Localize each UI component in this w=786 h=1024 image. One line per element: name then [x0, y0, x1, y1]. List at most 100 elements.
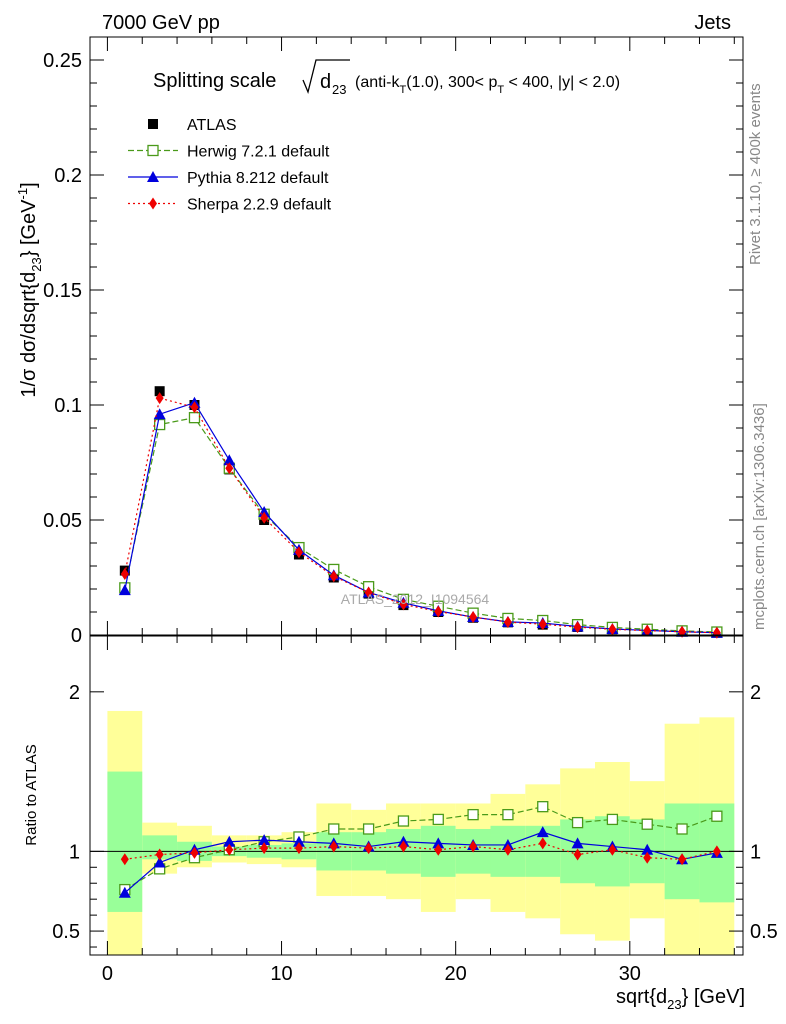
data-point [399, 598, 408, 611]
ratio-series-line [124, 842, 718, 860]
rivet-label: Rivet 3.1.10, ≥ 400k events [747, 83, 764, 265]
ratio-point [571, 816, 584, 829]
ratio-point [118, 886, 131, 898]
ratio-point [467, 808, 479, 821]
main-panel-series [118, 386, 723, 639]
ratio-point [432, 813, 444, 826]
ratio-point [432, 837, 445, 849]
data-point [188, 411, 201, 424]
ratio-point [643, 851, 652, 864]
data-point [364, 586, 373, 599]
ratio-point [641, 843, 654, 855]
ratio-point [155, 848, 164, 861]
title-radical-var: d [320, 71, 331, 93]
y-tick-label: 0.25 [43, 50, 82, 72]
axes: 0 10 20 30 0 0.05 0.1 0.15 0.2 0.25 0.5 1 2 0.5 1 2 [43, 36, 778, 985]
mcplots-label: mcplots.cern.ch [arXiv:1306.3436] [751, 403, 768, 630]
ratio-tick-label-left: 0.5 [52, 921, 80, 943]
ratio-point [711, 810, 723, 822]
ratio-point [678, 853, 687, 866]
y-tick-label: 0.05 [43, 510, 82, 532]
ratio-point [503, 843, 512, 856]
data-point [608, 623, 617, 636]
data-point [190, 401, 199, 414]
header-right: Jets [694, 12, 731, 34]
x-tick-label: 0 [102, 963, 113, 985]
ratio-point [260, 842, 269, 855]
ratio-panel-series [118, 801, 723, 898]
legend: ATLAS Herwig 7.2.1 default Pythia 8.212 de… [128, 117, 332, 214]
series-line [124, 416, 717, 633]
ratio-tick-label-left: 2 [69, 682, 80, 704]
ratio-point [536, 826, 549, 838]
y-tick-label: 0.1 [54, 395, 82, 417]
legend-label: ATLAS [187, 117, 237, 134]
ratio-point [223, 835, 236, 847]
ratio-point [676, 823, 688, 835]
header-left: 7000 GeV pp [102, 12, 220, 34]
x-axis-label: sqrt{d23} [GeV] [616, 986, 745, 1012]
data-point [154, 418, 166, 431]
ratio-point [537, 801, 549, 813]
series-line [124, 397, 717, 634]
data-point [469, 611, 478, 624]
ratio-point [641, 818, 653, 830]
ratio-point [502, 808, 514, 821]
watermark: ATLAS_2012_I1094564 [341, 591, 490, 607]
data-point [538, 618, 547, 631]
legend-marker [148, 119, 158, 129]
data-point [503, 616, 512, 629]
data-point [153, 408, 166, 420]
ratio-point [399, 840, 408, 853]
ratio-point [397, 815, 410, 827]
data-point [294, 546, 303, 559]
ratio-point [362, 823, 375, 835]
y-axis-label-main: 1/σ dσ/dsqrt{d23} [GeV-1] [15, 182, 44, 397]
x-tick-label: 10 [270, 963, 292, 985]
legend-marker [147, 171, 159, 182]
legend-marker [147, 144, 159, 157]
ratio-point [538, 837, 547, 850]
ratio-point [469, 840, 478, 853]
data-point [573, 621, 582, 634]
data-point [154, 386, 165, 397]
y-tick-label: 0 [71, 625, 82, 647]
ratio-tick-label-right: 1 [750, 841, 761, 863]
stat-uncertainty-band [142, 835, 178, 860]
ratio-point [225, 843, 234, 856]
x-tick-label: 20 [445, 963, 467, 985]
ratio-point [434, 843, 443, 856]
data-point [120, 568, 129, 581]
y-axis-label-ratio: Ratio to ATLAS [23, 744, 40, 845]
ratio-point [153, 856, 166, 868]
data-point [225, 462, 234, 475]
ratio-tick-label-left: 1 [69, 841, 80, 863]
ratio-tick-label-right: 0.5 [750, 921, 778, 943]
radical-sign [302, 59, 350, 95]
legend-marker [149, 197, 157, 210]
data-point [329, 570, 338, 583]
ratio-point [573, 848, 582, 861]
title-radical-sub: 23 [332, 82, 346, 97]
ratio-series-line [124, 831, 717, 894]
legend-label: Pythia 8.212 default [187, 170, 329, 187]
plot-title: Splitting scale [153, 70, 276, 92]
ratio-point [364, 842, 373, 855]
ratio-point [571, 837, 584, 849]
ratio-point [258, 834, 271, 846]
ratio-point [294, 842, 303, 855]
ratio-point [328, 823, 340, 835]
ratio-frame [89, 635, 744, 956]
legend-label: Sherpa 2.2.9 default [187, 197, 332, 214]
ratio-point [712, 845, 721, 858]
ratio-point [608, 843, 617, 856]
ratio-point [120, 853, 129, 866]
series-line [124, 401, 717, 634]
legend-label: Herwig 7.2.1 default [187, 144, 330, 161]
ratio-point [606, 813, 619, 826]
data-point [260, 511, 269, 524]
data-point [434, 605, 443, 618]
ratio-point [292, 835, 305, 847]
data-point [643, 624, 652, 637]
